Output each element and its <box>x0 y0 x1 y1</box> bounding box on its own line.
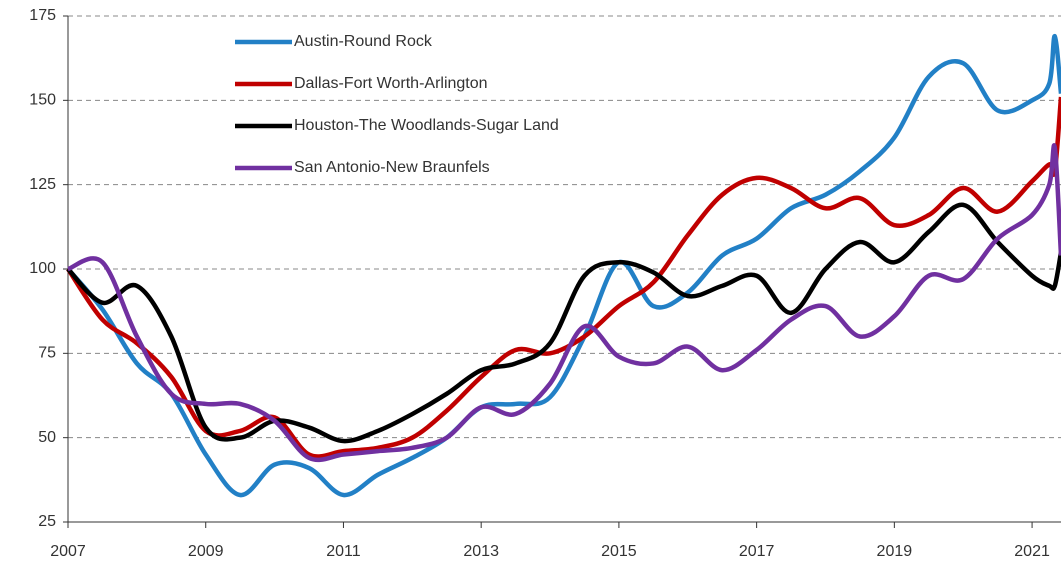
x-tick-label: 2009 <box>188 543 224 560</box>
x-tick-label: 2007 <box>50 543 86 560</box>
series-line <box>67 143 1061 463</box>
x-tick-label: 2017 <box>739 543 775 560</box>
series-line <box>66 33 1061 498</box>
legend-label: San Antonio-New Braunfels <box>294 159 490 176</box>
x-tick-label: 2013 <box>463 543 499 560</box>
y-tick-label: 25 <box>38 513 56 530</box>
x-tick-label: 2015 <box>601 543 637 560</box>
y-tick-label: 150 <box>29 92 56 109</box>
legend-label: Houston-The Woodlands-Sugar Land <box>294 117 559 134</box>
x-tick-label: 2019 <box>877 543 913 560</box>
y-tick-label: 125 <box>29 176 56 193</box>
x-tick-label: 2011 <box>326 543 361 560</box>
x-tick-label: 2021 <box>1014 543 1050 560</box>
legend-label: Austin-Round Rock <box>294 33 433 50</box>
y-tick-label: 50 <box>38 429 56 446</box>
y-tick-label: 75 <box>38 345 56 362</box>
y-tick-label: 175 <box>29 7 56 24</box>
y-tick-label: 100 <box>29 260 56 277</box>
legend-label: Dallas-Fort Worth-Arlington <box>294 75 488 92</box>
series-line <box>66 96 1061 459</box>
series-line <box>66 202 1061 444</box>
